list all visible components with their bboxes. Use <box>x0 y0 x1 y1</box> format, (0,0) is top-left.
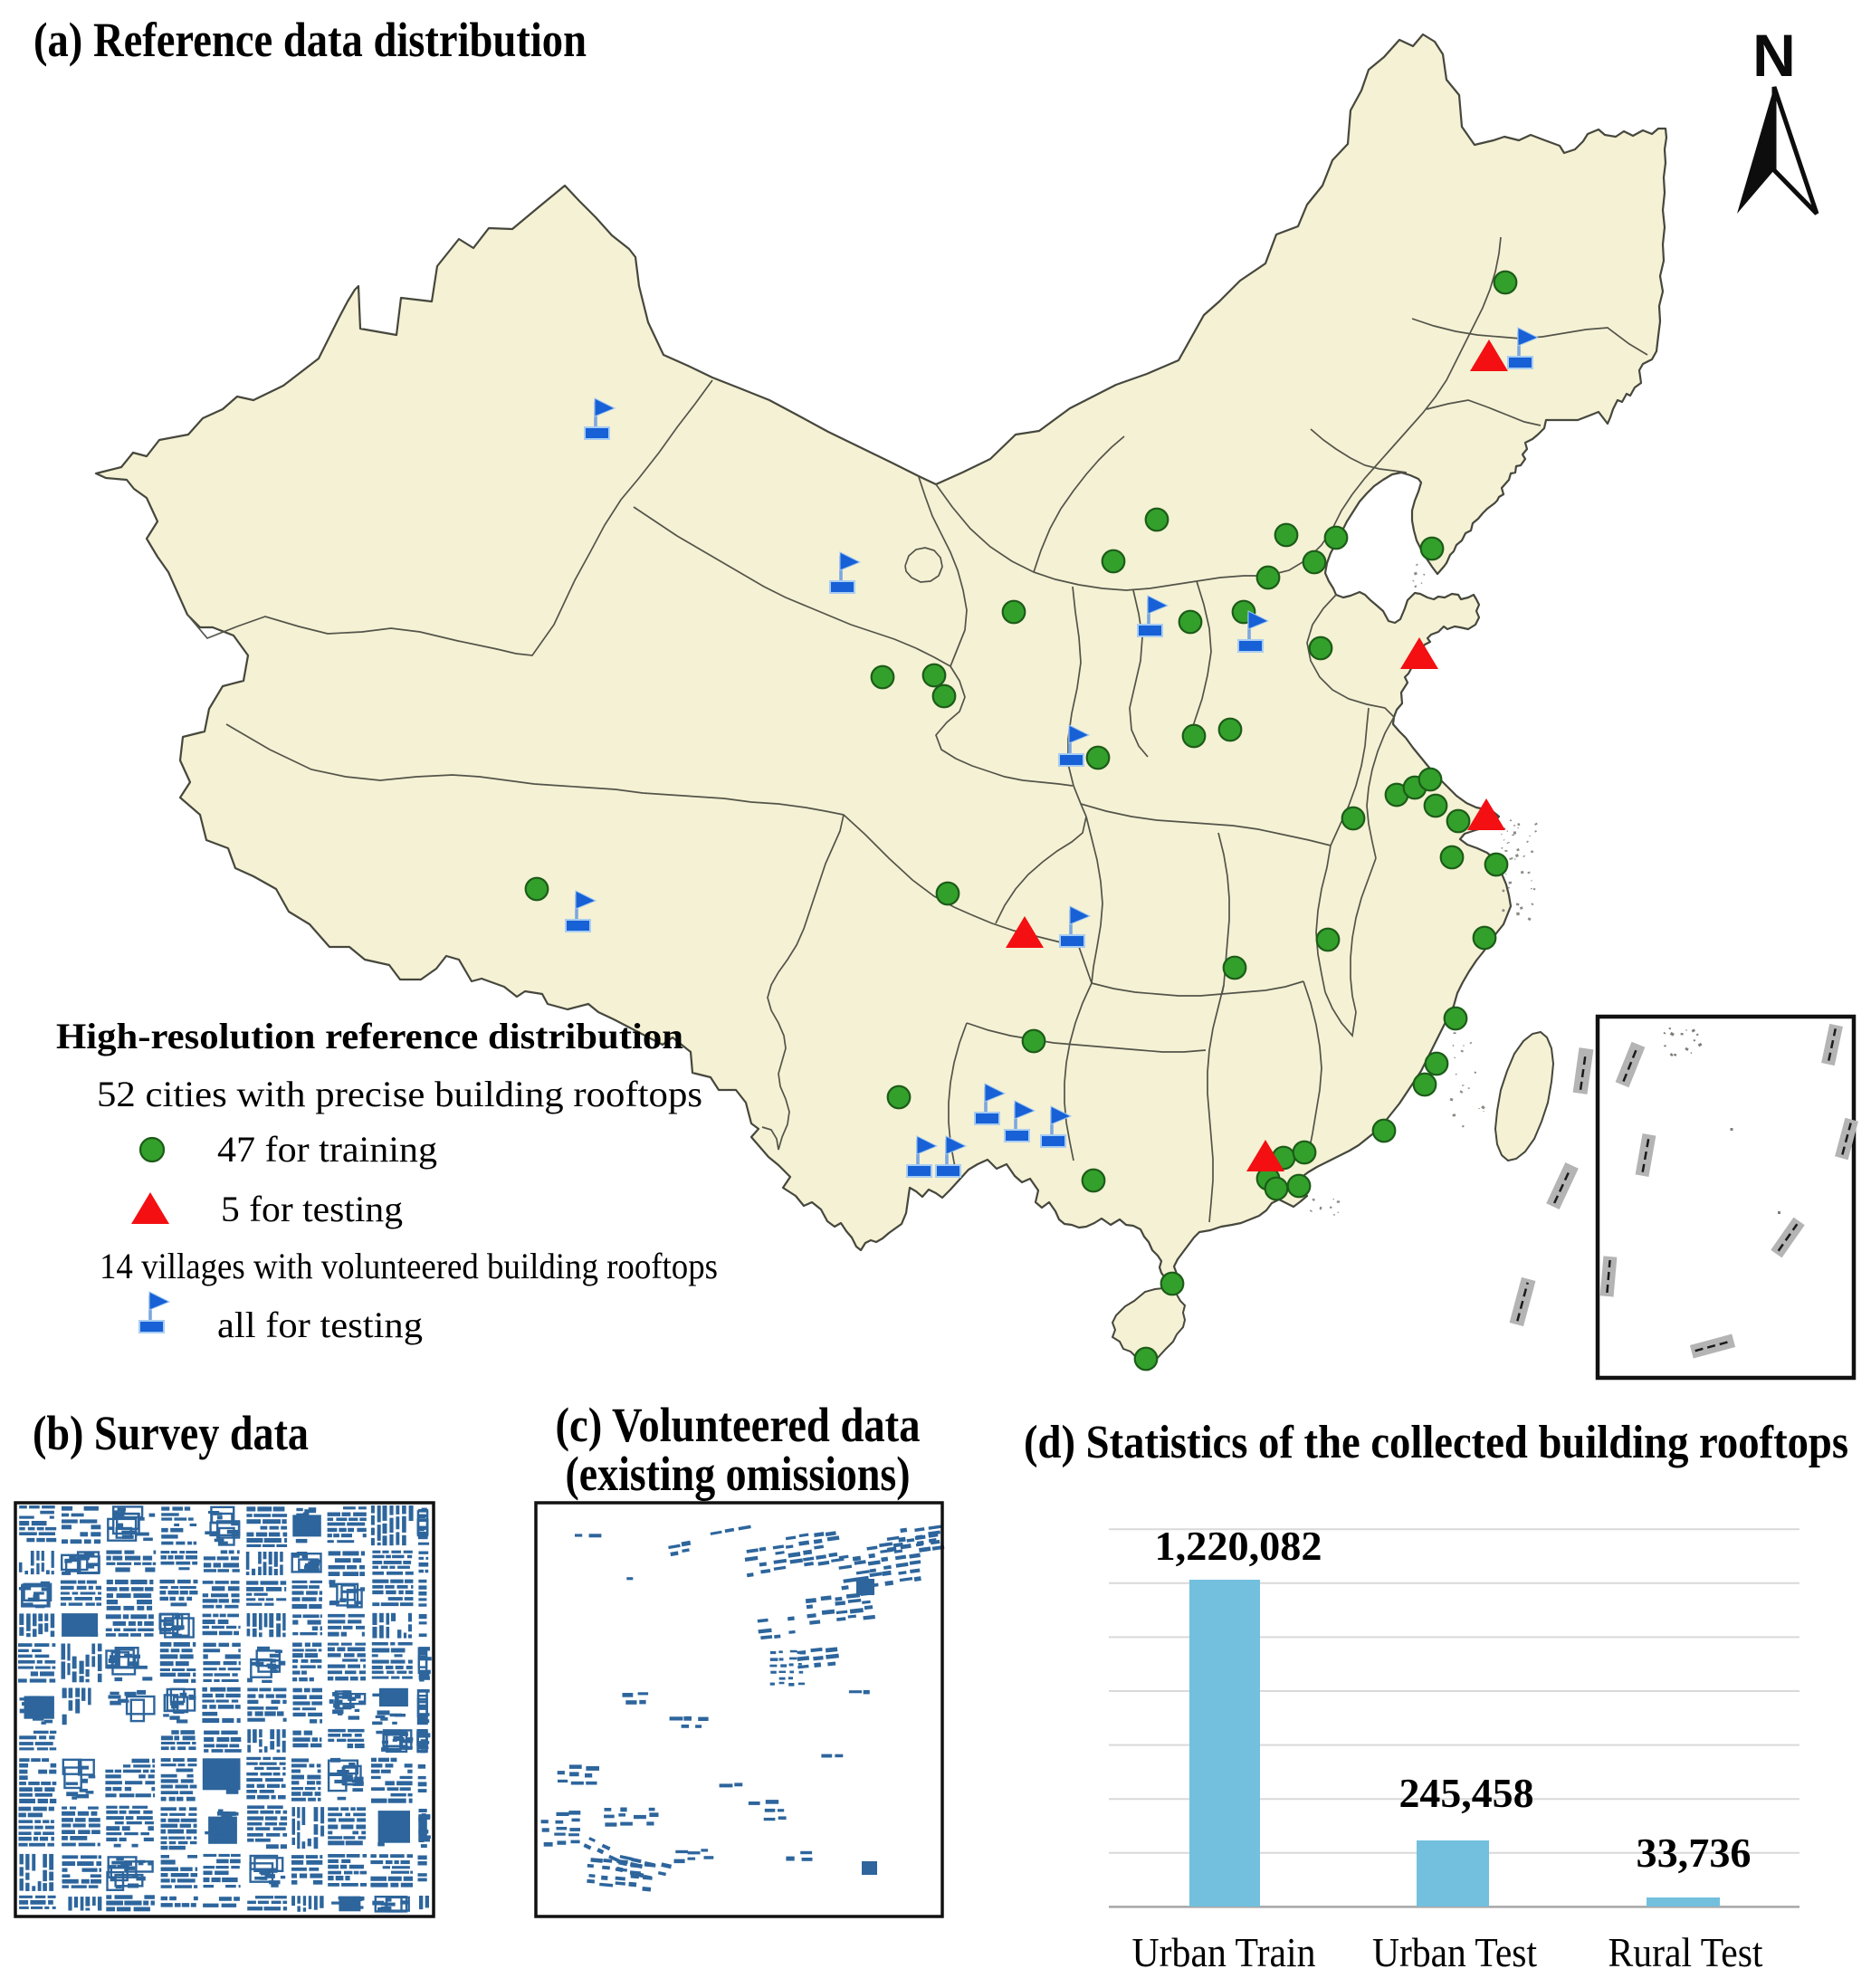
svg-text:Urban Train: Urban Train <box>1132 1929 1316 1975</box>
svg-text:High-resolution reference dist: High-resolution reference distribution <box>56 1016 683 1056</box>
svg-text:(b) Survey data: (b) Survey data <box>33 1406 309 1460</box>
svg-text:47 for training: 47 for training <box>217 1129 437 1170</box>
svg-text:(d) Statistics of the collecte: (d) Statistics of the collected building… <box>1024 1417 1848 1468</box>
svg-text:N: N <box>1752 22 1796 89</box>
svg-text:(existing omissions): (existing omissions) <box>566 1447 911 1501</box>
svg-text:52 cities with precise buildin: 52 cities with precise building rooftops <box>97 1074 702 1114</box>
svg-text:14 villages with volunteered b: 14 villages with volunteered building ro… <box>100 1246 718 1286</box>
svg-text:1,220,082: 1,220,082 <box>1155 1523 1322 1569</box>
svg-text:Urban Test: Urban Test <box>1372 1929 1537 1975</box>
svg-text:(a) Reference data distributio: (a) Reference data distribution <box>33 13 587 67</box>
svg-text:245,458: 245,458 <box>1399 1770 1534 1816</box>
svg-text:(c) Volunteered data: (c) Volunteered data <box>556 1398 921 1452</box>
svg-text:all for testing: all for testing <box>217 1305 423 1345</box>
svg-text:5 for testing: 5 for testing <box>221 1189 403 1229</box>
svg-text:Rural Test: Rural Test <box>1608 1929 1763 1975</box>
svg-text:33,736: 33,736 <box>1637 1830 1752 1876</box>
